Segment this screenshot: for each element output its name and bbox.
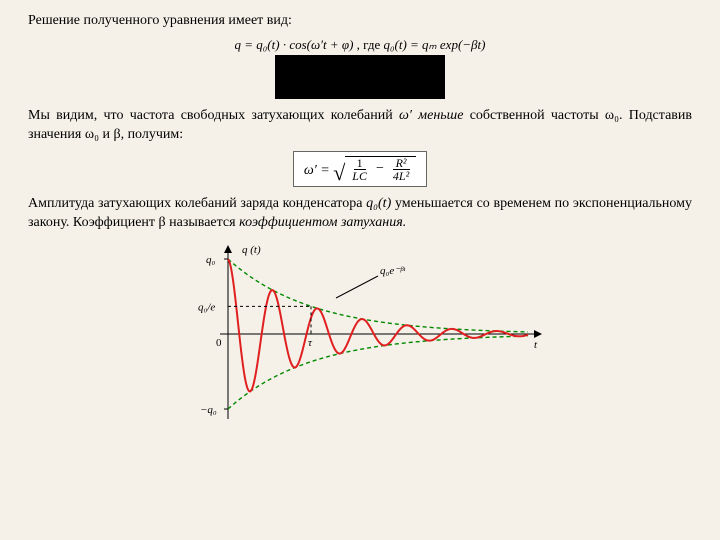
eq-where: q₀(t) = qₘ exp(−βt): [384, 37, 486, 52]
svg-text:q₀e⁻ᵝᵗ: q₀e⁻ᵝᵗ: [380, 265, 406, 277]
damped-oscillation-graph: q (t) q₀ q₀/e 0 −q₀ q₀e⁻ᵝᵗ τ t: [170, 239, 550, 429]
frac-2: R² 4L²: [390, 157, 412, 182]
intro-text: Решение полученного уравнения имеет вид:: [28, 12, 692, 31]
svg-text:0: 0: [216, 337, 222, 349]
svg-text:q (t): q (t): [242, 244, 261, 256]
svg-text:t: t: [534, 339, 538, 351]
svg-text:q₀/e: q₀/e: [198, 301, 215, 313]
equation-row: q = q₀(t) · cos(ω′t + φ) , где q₀(t) = q…: [28, 37, 692, 53]
formula-lhs: ω′ =: [304, 163, 330, 178]
svg-text:q₀: q₀: [206, 254, 216, 266]
frac-1: 1 LC: [349, 157, 370, 182]
svg-text:τ: τ: [308, 337, 313, 349]
redacted-box: [275, 55, 445, 99]
para-2: Мы видим, что частота свободных затухающ…: [28, 107, 692, 145]
eq-main: q = q₀(t) · cos(ω′t + φ): [235, 37, 354, 52]
para-3: Амплитуда затухающих колебаний заряда ко…: [28, 195, 692, 233]
svg-text:−q₀: −q₀: [200, 404, 217, 416]
formula-block: ω′ = √ 1 LC − R² 4L²: [28, 151, 692, 187]
eq-sep: , где: [357, 37, 384, 52]
